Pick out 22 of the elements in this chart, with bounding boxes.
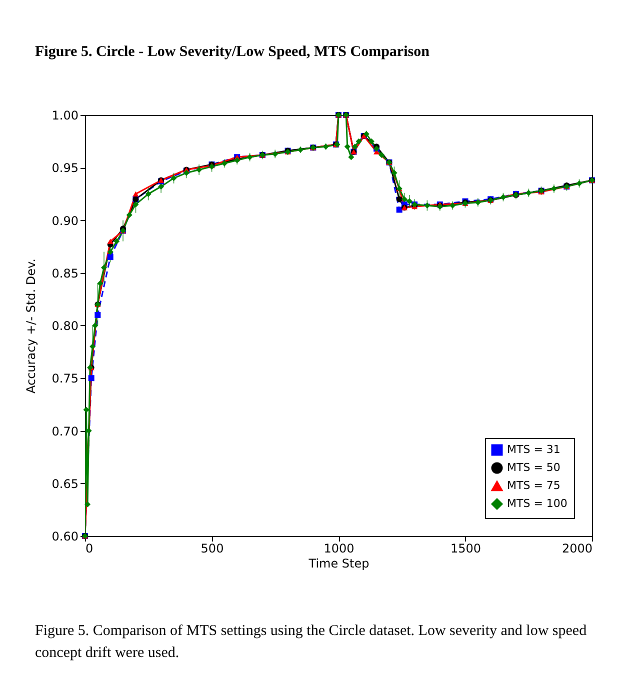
y-tick-label: 0.85 [52,266,78,280]
y-tick-label: 0.90 [52,214,78,228]
x-tick-label: 500 [200,542,224,556]
legend-label: MTS = 100 [507,497,568,510]
y-tick-label: 0.80 [52,319,78,333]
x-axis-title: Time Step [308,556,370,570]
y-tick-label: 0.70 [52,424,78,438]
x-tick-label: 0 [86,542,94,556]
legend-label: MTS = 50 [507,461,560,474]
y-tick-label: 0.65 [52,476,78,491]
y-axis-title: Accuracy +/- Std. Dev. [24,258,38,394]
caption: Figure 5. Comparison of MTS settings using the Circle dataset. Low severity and low speed concept drift were used. [35,622,588,663]
y-tick-label: 0.60 [52,530,78,544]
x-tick-label: 2000 [562,542,592,556]
y-tick-label: 0.75 [52,372,78,386]
legend-label: MTS = 31 [507,443,560,456]
y-tick-label: 0.95 [52,161,78,176]
x-tick-label: 1000 [324,542,354,556]
legend-label: MTS = 75 [507,479,560,492]
y-tick-label: 1.00 [52,108,78,122]
x-tick-label: 1500 [450,542,482,556]
chart-title: Figure 5. Circle - Low Severity/Low Speed, MTS Comparison [35,44,430,61]
